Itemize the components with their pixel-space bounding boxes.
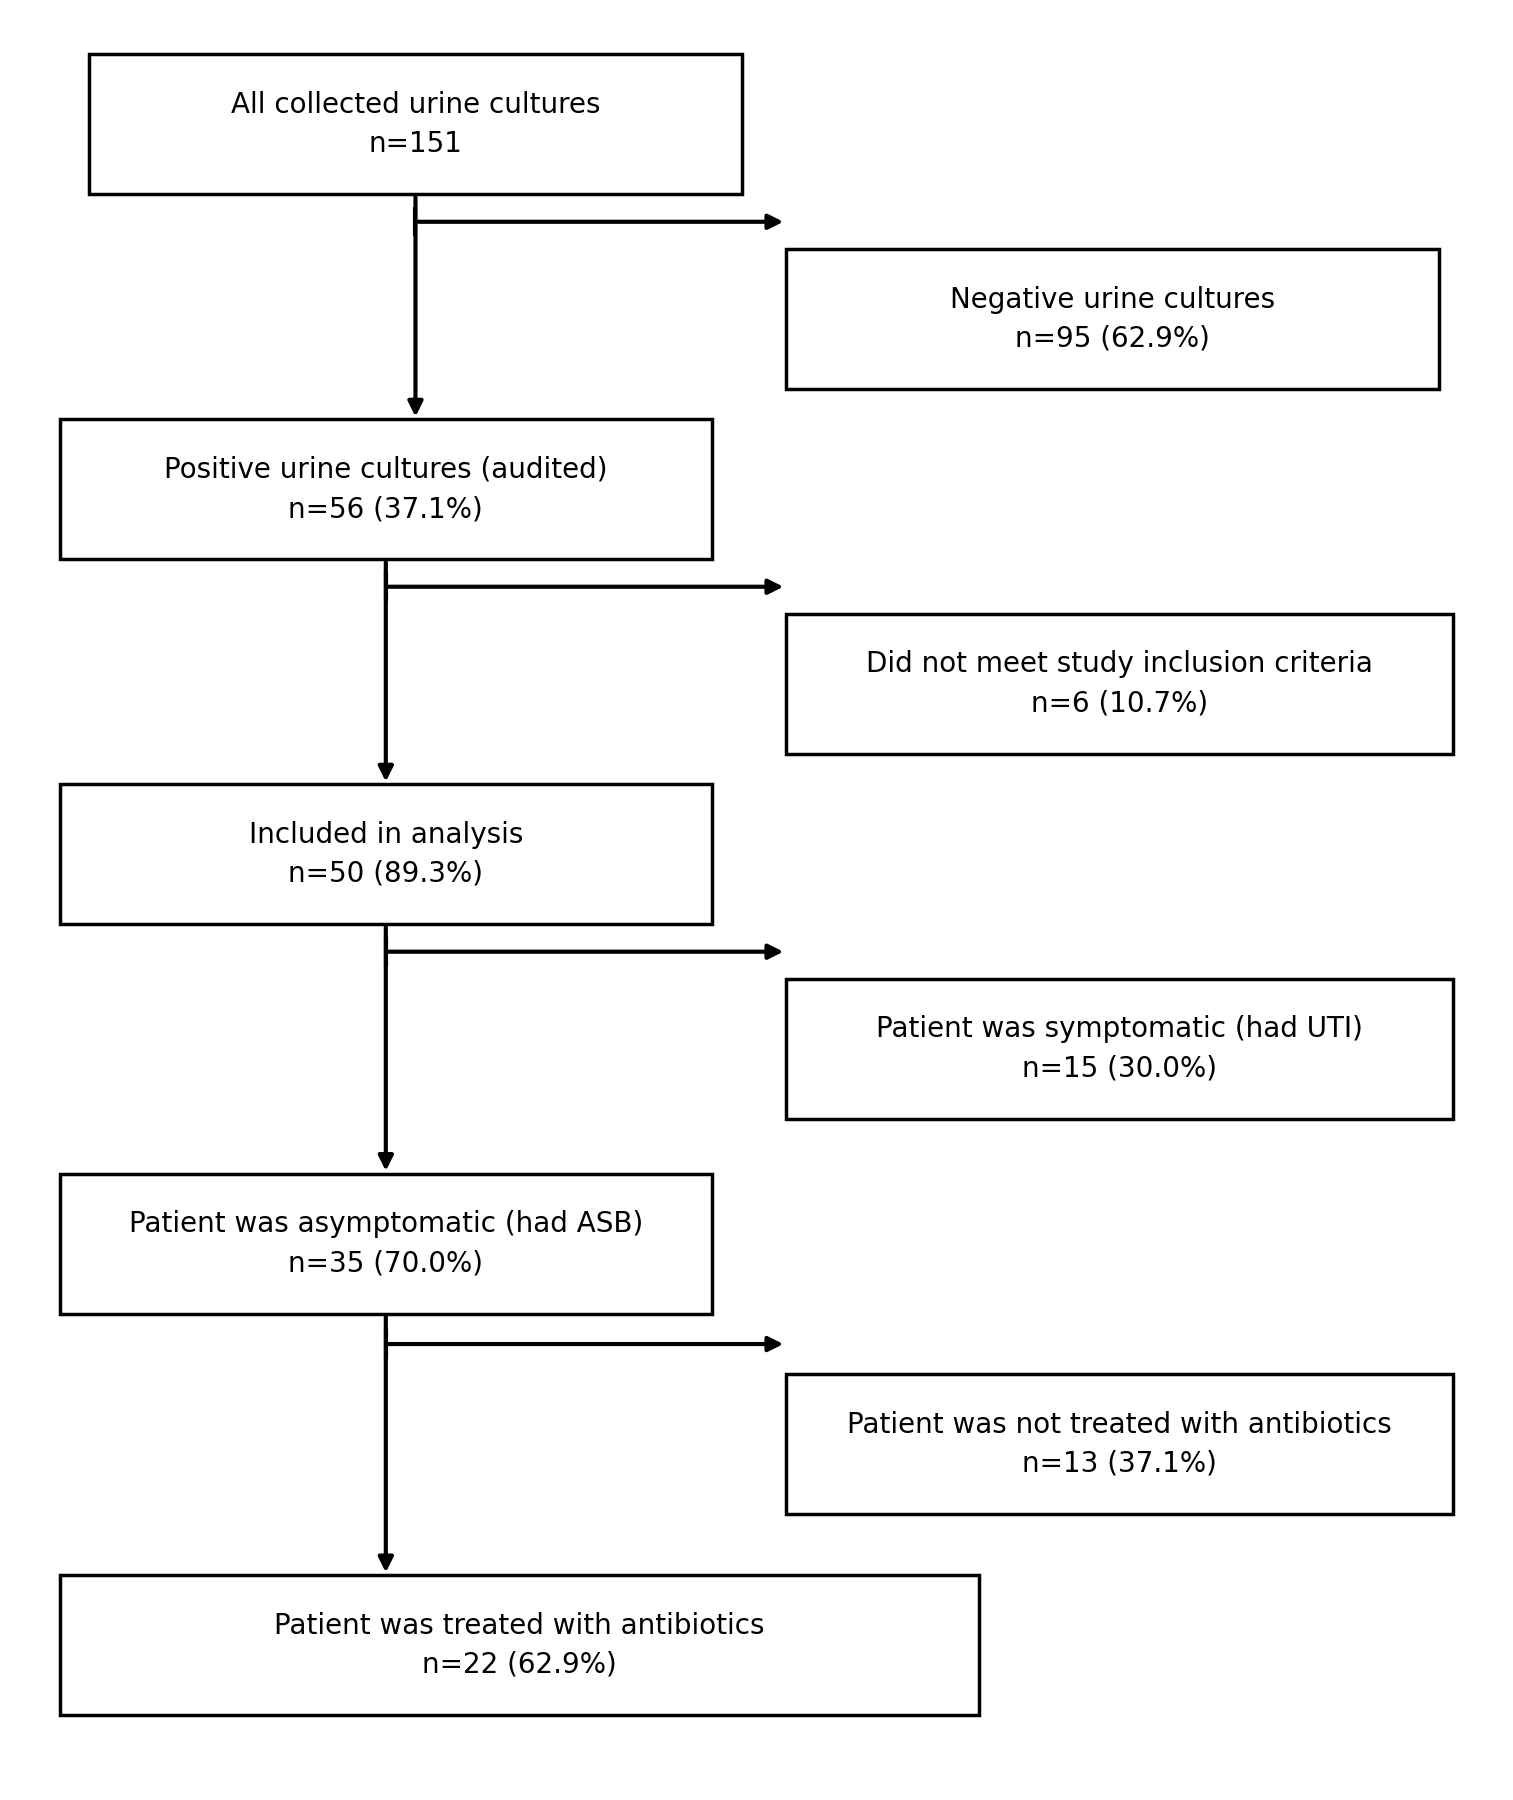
- FancyBboxPatch shape: [89, 54, 741, 194]
- Text: Patient was asymptomatic (had ASB): Patient was asymptomatic (had ASB): [129, 1210, 643, 1238]
- Text: Did not meet study inclusion criteria: Did not meet study inclusion criteria: [867, 650, 1374, 679]
- Text: n=50 (89.3%): n=50 (89.3%): [289, 860, 483, 887]
- Text: Patient was symptomatic (had UTI): Patient was symptomatic (had UTI): [876, 1015, 1363, 1044]
- Text: Patient was not treated with antibiotics: Patient was not treated with antibiotics: [847, 1411, 1392, 1438]
- Text: All collected urine cultures: All collected urine cultures: [230, 90, 601, 119]
- Text: n=35 (70.0%): n=35 (70.0%): [289, 1249, 483, 1278]
- Text: n=151: n=151: [369, 130, 463, 158]
- Text: Patient was treated with antibiotics: Patient was treated with antibiotics: [274, 1611, 764, 1640]
- FancyBboxPatch shape: [787, 1375, 1454, 1514]
- FancyBboxPatch shape: [787, 248, 1439, 389]
- Text: n=15 (30.0%): n=15 (30.0%): [1023, 1055, 1218, 1082]
- Text: n=6 (10.7%): n=6 (10.7%): [1032, 689, 1209, 718]
- Text: n=22 (62.9%): n=22 (62.9%): [422, 1651, 617, 1679]
- Text: n=95 (62.9%): n=95 (62.9%): [1015, 324, 1210, 353]
- FancyBboxPatch shape: [59, 1174, 713, 1314]
- Text: Included in analysis: Included in analysis: [248, 821, 523, 850]
- Text: Negative urine cultures: Negative urine cultures: [950, 286, 1275, 313]
- FancyBboxPatch shape: [59, 1575, 979, 1715]
- FancyBboxPatch shape: [59, 419, 713, 560]
- FancyBboxPatch shape: [59, 785, 713, 925]
- FancyBboxPatch shape: [787, 614, 1454, 754]
- Text: n=13 (37.1%): n=13 (37.1%): [1023, 1451, 1218, 1478]
- Text: n=56 (37.1%): n=56 (37.1%): [289, 495, 483, 524]
- FancyBboxPatch shape: [787, 979, 1454, 1120]
- Text: Positive urine cultures (audited): Positive urine cultures (audited): [163, 455, 608, 484]
